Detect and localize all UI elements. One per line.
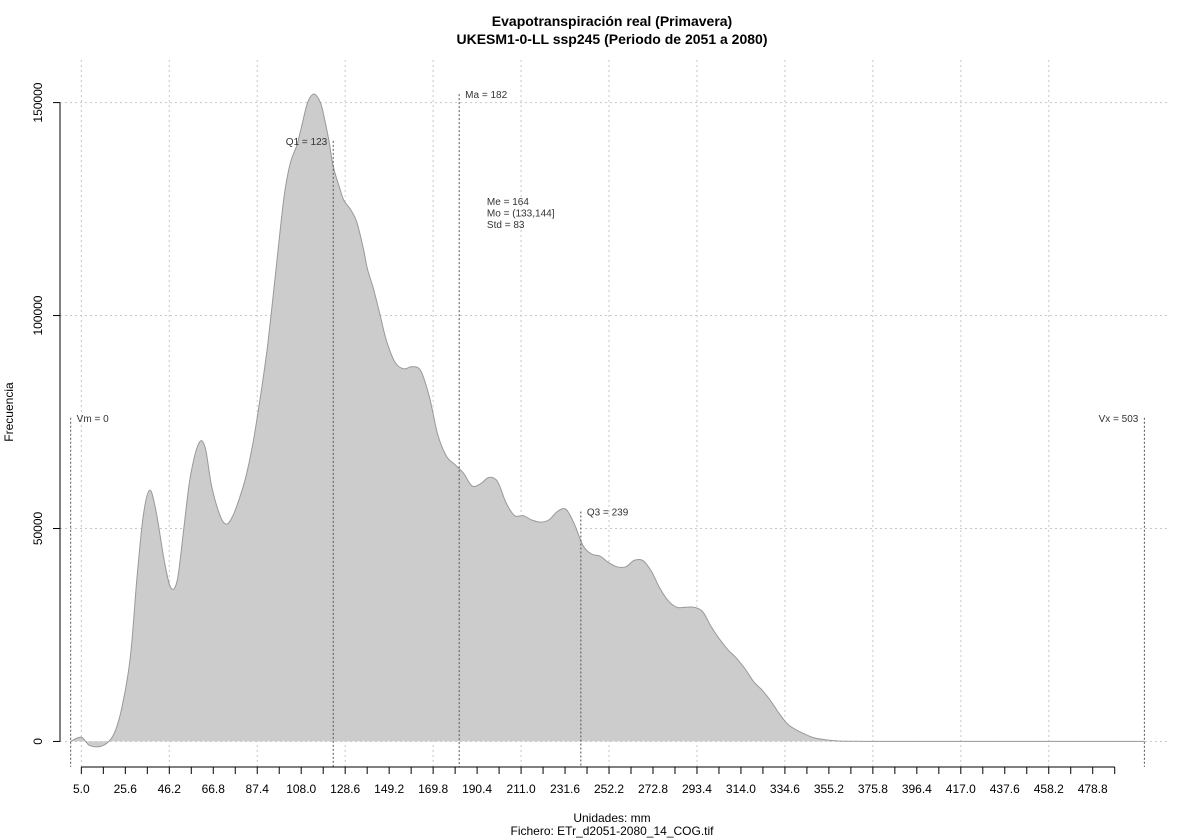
x-tick-label: 149.2 [374, 782, 404, 796]
axes: 5.0 25.6 46.2 66.8 87.4 108.0 128.6 149.2 169.8 1… [31, 82, 1116, 796]
density-outline [70, 93, 1145, 748]
density-area [70, 93, 1145, 748]
x-tick-label: 417.0 [946, 782, 976, 796]
x-tick-label: 5.0 [73, 782, 90, 796]
stats-label: Me = 164 [487, 197, 529, 208]
chart-caption: Fichero: ETr_d2051-2080_14_COG.tif [511, 824, 715, 838]
stat-markers: Vm = 0 Q1 = 123 Ma = 182 Q3 = 239 Vx = 503 Me… [70, 90, 1145, 767]
marker-label: Ma = 182 [465, 90, 507, 101]
marker-label: Vm = 0 [77, 414, 109, 425]
y-axis-label: Frecuencia [2, 382, 16, 442]
chart-title: Evapotranspiración real (Primavera) [492, 13, 732, 29]
x-tick-label: 169.8 [418, 782, 448, 796]
x-tick-label: 252.2 [594, 782, 624, 796]
marker-label: Q3 = 239 [587, 507, 629, 518]
x-tick-label: 46.2 [158, 782, 182, 796]
x-tick-label: 66.8 [202, 782, 226, 796]
x-tick-label: 87.4 [246, 782, 270, 796]
x-tick-label: 25.6 [114, 782, 138, 796]
x-tick-label: 437.6 [990, 782, 1020, 796]
x-tick-label: 314.0 [726, 782, 756, 796]
x-axis-label: Unidades: mm [573, 811, 650, 825]
marker-label: Vx = 503 [1099, 414, 1139, 425]
x-tick-label: 458.2 [1034, 782, 1064, 796]
x-tick-label: 334.6 [770, 782, 800, 796]
x-tick-label: 293.4 [682, 782, 712, 796]
y-tick-label: 0 [31, 738, 45, 745]
x-tick-label: 396.4 [902, 782, 932, 796]
marker-label: Q1 = 123 [286, 137, 328, 148]
x-tick-label: 272.8 [638, 782, 668, 796]
x-tick-label: 190.4 [462, 782, 492, 796]
y-tick-label: 50000 [31, 511, 45, 545]
density-fill [70, 94, 1145, 747]
stats-label: Std = 83 [487, 220, 525, 231]
y-tick-label: 100000 [31, 295, 45, 335]
x-tick-label: 211.0 [507, 782, 536, 796]
x-tick-label: 128.6 [330, 782, 360, 796]
x-tick-label: 375.8 [858, 782, 888, 796]
x-tick-label: 108.0 [286, 782, 316, 796]
stats-label: Mo = (133,144] [487, 208, 555, 219]
y-tick-label: 150000 [31, 82, 45, 122]
chart-subtitle: UKESM1-0-LL ssp245 (Periodo de 2051 a 20… [457, 31, 768, 47]
x-tick-label: 478.8 [1078, 782, 1108, 796]
x-tick-label: 231.6 [550, 782, 580, 796]
x-tick-label: 355.2 [814, 782, 844, 796]
